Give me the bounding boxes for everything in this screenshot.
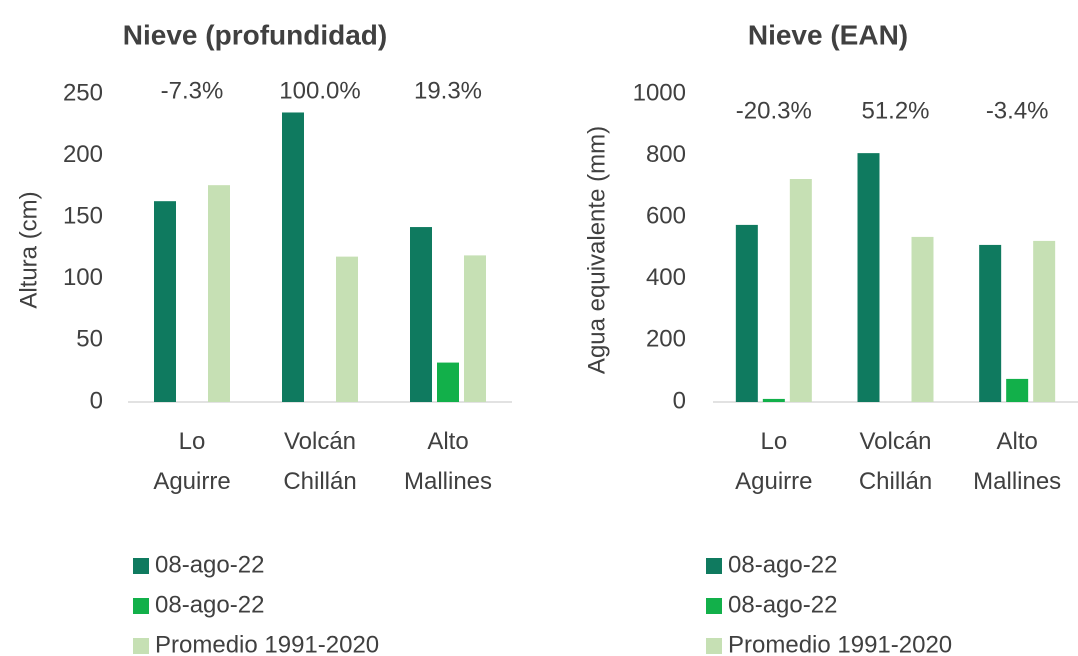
x-tick-label: Alto Mallines xyxy=(973,428,1061,495)
legend-label: Promedio 1991-2020 xyxy=(728,631,952,656)
x-tick-label: Lo Aguirre xyxy=(735,428,812,495)
y-tick-label: 800 xyxy=(646,141,686,168)
annotation: -7.3% xyxy=(161,77,224,104)
annotation: -3.4% xyxy=(986,97,1049,124)
chart-title: Nieve (profundidad) xyxy=(123,19,387,50)
bar xyxy=(1033,240,1056,402)
x-tick-label: Volcán Chillán xyxy=(859,428,932,495)
bar xyxy=(789,179,812,402)
y-tick-label: 100 xyxy=(63,264,103,291)
x-tick-label: Lo Aguirre xyxy=(153,428,230,495)
legend-label: 08-ago-22 xyxy=(155,551,264,578)
legend-swatch xyxy=(706,638,722,654)
x-tick-label: Alto Mallines xyxy=(404,428,492,495)
legend-swatch xyxy=(133,598,149,614)
legend-label: 08-ago-22 xyxy=(728,591,837,618)
y-tick-label: 250 xyxy=(63,79,103,106)
legend-label: Promedio 1991-2020 xyxy=(155,631,379,656)
bar xyxy=(410,227,432,402)
annotation: 19.3% xyxy=(414,77,482,104)
bar xyxy=(735,224,758,402)
bar xyxy=(979,244,1002,402)
y-tick-label: 150 xyxy=(63,203,103,230)
legend-swatch xyxy=(133,558,149,574)
bar xyxy=(282,112,304,402)
bar xyxy=(336,256,358,402)
bar xyxy=(464,255,486,402)
legend-swatch xyxy=(706,598,722,614)
y-tick-label: 0 xyxy=(90,387,103,414)
y-tick-label: 200 xyxy=(646,326,686,353)
y-tick-label: 1000 xyxy=(633,79,686,106)
y-axis-label: Altura (cm) xyxy=(15,191,42,308)
legend-label: 08-ago-22 xyxy=(155,591,264,618)
bar xyxy=(857,153,880,402)
legend-label: 08-ago-22 xyxy=(728,551,837,578)
y-tick-label: 600 xyxy=(646,203,686,230)
legend-swatch xyxy=(133,638,149,654)
x-tick-label: Volcán Chillán xyxy=(283,428,356,495)
legend-swatch xyxy=(706,558,722,574)
bar xyxy=(1006,378,1029,402)
bar xyxy=(437,362,459,402)
bar xyxy=(911,236,934,402)
chart-title: Nieve (EAN) xyxy=(748,19,908,50)
bar xyxy=(208,185,230,402)
bar xyxy=(762,398,785,402)
y-tick-label: 400 xyxy=(646,264,686,291)
y-tick-label: 200 xyxy=(63,141,103,168)
bar xyxy=(154,201,176,402)
y-tick-label: 50 xyxy=(76,326,103,353)
annotation: 100.0% xyxy=(279,77,360,104)
y-axis-label: Agua equivalente (mm) xyxy=(583,126,610,374)
y-tick-label: 0 xyxy=(673,387,686,414)
annotation: 51.2% xyxy=(861,97,929,124)
annotation: -20.3% xyxy=(736,97,812,124)
